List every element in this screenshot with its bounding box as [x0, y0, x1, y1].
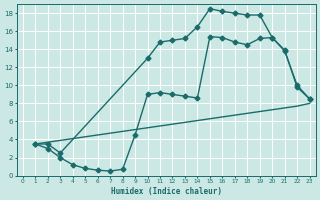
X-axis label: Humidex (Indice chaleur): Humidex (Indice chaleur) [111, 187, 222, 196]
